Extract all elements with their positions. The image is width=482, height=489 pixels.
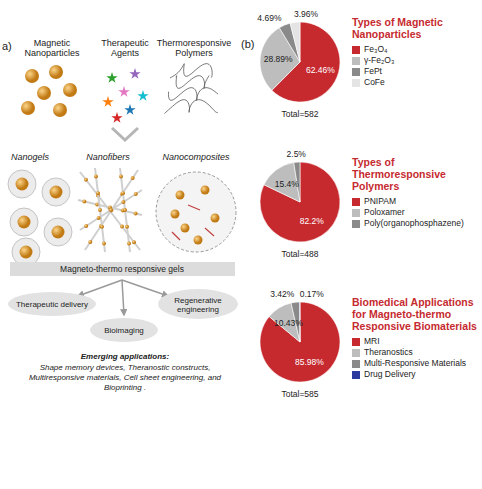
html-text:Biomedical Applications for Ma: Biomedical Applications for Magneto-ther… [352,296,477,332]
html-text:(b): (b) [241,38,255,50]
svg-text:a): a) [2,40,12,52]
svg-text:Nanofibers: Nanofibers [86,152,130,162]
svg-text:Nanogels: Nanogels [11,152,50,162]
html-text:PNIPAM: PNIPAM [364,196,396,206]
svg-text:2.5%: 2.5% [287,149,307,159]
html-text:Shape memory devices, Theranos: Shape memory devices, Theranostic constr… [28,363,221,392]
svg-text:28.89%: 28.89% [264,54,293,64]
svg-text:3.96%: 3.96% [294,9,319,19]
svg-text:82.2%: 82.2% [300,216,325,226]
svg-text:4.69%: 4.69% [257,13,282,23]
html-text:Poly(organophosphazene): Poly(organophosphazene) [364,218,464,228]
svg-text:Bioimaging: Bioimaging [104,326,144,335]
html-text:γ-Fe₂O₃: γ-Fe₂O₃ [364,55,395,65]
svg-text:15.4%: 15.4% [275,179,300,189]
svg-text:Total=488: Total=488 [281,249,318,259]
svg-text:0.17%: 0.17% [300,289,325,299]
svg-text:3.42%: 3.42% [270,289,295,299]
svg-text:Nanocomposites: Nanocomposites [162,152,230,162]
html-text:Poloxamer: Poloxamer [364,207,405,217]
html-text:Multi-Responsive Materials: Multi-Responsive Materials [364,358,466,368]
svg-text:Total=585: Total=585 [281,389,318,399]
html-text:Drug Delivery: Drug Delivery [364,369,416,379]
svg-text:Therapeutic delivery: Therapeutic delivery [16,300,88,309]
html-text:MRI: MRI [364,336,380,346]
html-text:Fe₃O₄: Fe₃O₄ [364,44,388,54]
svg-text:ThermoresponsivePolymers: ThermoresponsivePolymers [157,38,232,58]
svg-text:Regenerativeengineering: Regenerativeengineering [174,296,222,314]
html-text:CoFe: CoFe [364,77,385,87]
svg-text:MagneticNanoparticles: MagneticNanoparticles [24,38,80,58]
svg-text:85.98%: 85.98% [295,357,324,367]
svg-text:Magneto-thermo responsive gels: Magneto-thermo responsive gels [60,264,184,274]
html-text:Theranostics: Theranostics [364,347,413,357]
svg-text:TherapeuticAgents: TherapeuticAgents [101,38,149,58]
svg-text:Total=582: Total=582 [281,109,318,119]
html-text:Types of Thermoresponsive Poly: Types of Thermoresponsive Polymers [352,156,446,192]
html-text:Emerging applications:: Emerging applications: [80,352,170,361]
svg-text:10.43%: 10.43% [274,318,303,328]
svg-text:62.46%: 62.46% [306,65,335,75]
html-text:FePt: FePt [364,66,382,76]
html-text:Types of Magnetic Nanoparticle: Types of Magnetic Nanoparticles [352,16,443,40]
